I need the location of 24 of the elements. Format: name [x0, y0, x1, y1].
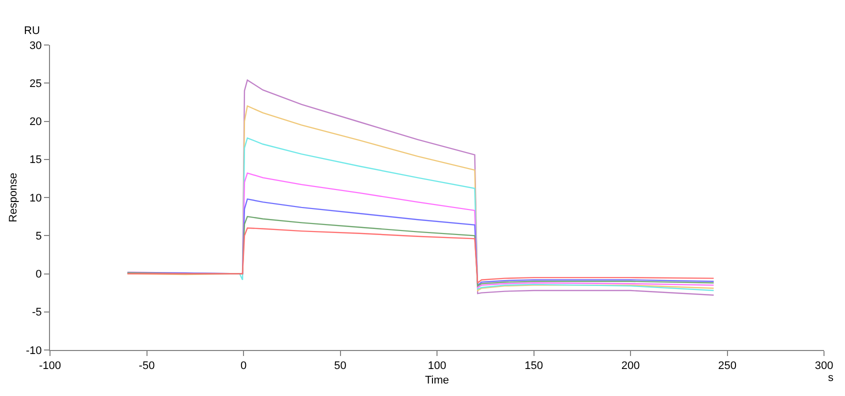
y-tick-label: 5	[36, 230, 42, 242]
y-tick-label: 15	[30, 154, 42, 166]
x-tick-label: 250	[718, 360, 736, 372]
text: s	[828, 372, 834, 384]
x-axis-title: Time	[424, 374, 450, 386]
x-tick-label: 200	[621, 360, 640, 372]
y-tick-label: 30	[30, 40, 42, 52]
x-tick-label: 150	[524, 360, 543, 372]
text: RU	[24, 25, 40, 37]
y-tick-label: -10	[26, 344, 42, 357]
x-tick-label: 300	[814, 360, 834, 372]
y-tick-label: 10	[30, 192, 42, 204]
y-tick-label: -5	[32, 306, 42, 319]
y-axis-title: Response	[8, 172, 20, 222]
x-tick-label: 100	[428, 360, 446, 372]
line-series	[126, 227, 714, 284]
x-tick-label: -50	[138, 360, 155, 372]
x-tick-label: 50	[334, 360, 346, 372]
x-tick-label: 0	[240, 360, 247, 372]
line-series	[239, 172, 714, 288]
y-tick-label: 0	[36, 268, 42, 281]
y-tick-label: 25	[30, 78, 42, 90]
y-tick-label: 20	[30, 116, 42, 128]
x-tick-label: -100	[38, 360, 62, 372]
